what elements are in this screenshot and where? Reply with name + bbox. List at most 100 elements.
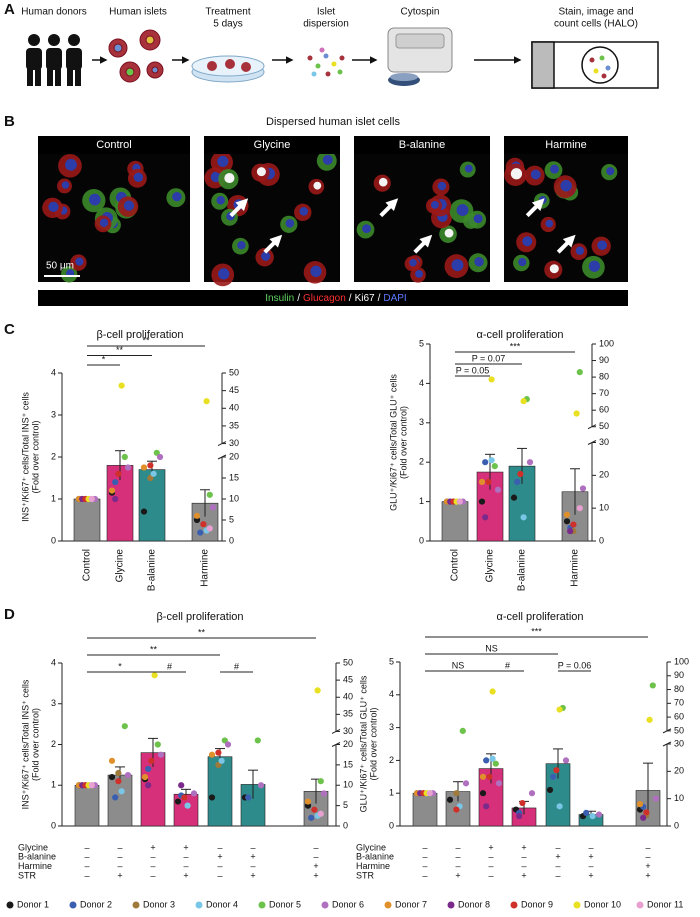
donor-point — [178, 782, 185, 789]
donor-point — [140, 508, 148, 515]
donor-point — [495, 780, 503, 787]
donor-point — [528, 790, 536, 797]
condition-sign: + — [555, 852, 560, 862]
y-tick-label: 4 — [389, 689, 394, 699]
step-label: count cells (HALO) — [554, 19, 638, 30]
bar — [207, 756, 233, 827]
donor-point — [317, 778, 324, 785]
donor-point — [519, 799, 526, 807]
donor-point — [486, 773, 493, 780]
stain-name: Glucagon — [303, 293, 346, 304]
donors-icon — [26, 34, 82, 86]
donor-point — [145, 765, 152, 773]
donor-point — [595, 811, 603, 818]
condition-sign: – — [250, 861, 255, 871]
donor-point — [563, 518, 571, 525]
y-axis-title: (Fold over control) — [368, 707, 378, 780]
donor-point — [491, 463, 498, 470]
donor-point — [140, 464, 148, 471]
condition-sign: – — [588, 842, 593, 852]
legend-swatch — [258, 901, 266, 909]
y2-tick-label: 30 — [343, 726, 353, 736]
y2-tick-label: 40 — [229, 403, 239, 413]
nucleus — [437, 181, 447, 191]
condition-sign: – — [555, 842, 560, 852]
y2-tick-label: 30 — [229, 438, 239, 448]
donor-point — [209, 504, 217, 511]
donor-point — [314, 687, 321, 694]
comparison-label: # — [167, 661, 172, 671]
donor-point — [148, 757, 155, 764]
micrograph-title-bar — [38, 136, 190, 154]
arrow — [525, 198, 545, 218]
donor-point — [426, 790, 433, 797]
y2-tick-label: 60 — [599, 405, 609, 415]
legend-swatch — [321, 901, 329, 909]
nucleus — [530, 169, 541, 180]
condition-sign: + — [645, 870, 650, 880]
nucleus — [575, 246, 585, 255]
donor-point — [224, 741, 232, 748]
x-tick-label: Control — [82, 549, 93, 581]
donor-point — [153, 449, 160, 456]
separator: / — [297, 293, 300, 304]
nucleus — [522, 236, 533, 247]
condition-sign: + — [588, 870, 593, 880]
bar — [412, 792, 438, 827]
nucleus — [474, 257, 484, 267]
y-tick-label: 1 — [389, 788, 394, 798]
legend-swatch — [132, 901, 140, 909]
comparison-label: *** — [531, 626, 542, 636]
stain-legend: Insulin / Glucagon / Ki67/DAPI — [265, 293, 406, 304]
panel-letter: A — [4, 1, 15, 18]
chart-title: α-cell proliferation — [476, 329, 563, 341]
nucleus — [48, 201, 59, 212]
stain-name: Ki67 — [355, 293, 375, 304]
donor-point — [516, 813, 523, 820]
micrographs: Control Glycine B-alanine Harmine 50 μm — [38, 136, 628, 287]
donor-point — [579, 485, 587, 492]
x-tick-label: B-alanine — [147, 549, 158, 592]
y-axis-title: INS⁺/Ki67⁺ cells/Total INS⁺ cells — [20, 392, 30, 522]
condition-sign: – — [84, 861, 89, 871]
donor-point — [208, 794, 216, 801]
condition-sign: – — [645, 852, 650, 862]
donor-point — [108, 487, 116, 494]
nucleus — [285, 219, 295, 228]
donor-point — [317, 810, 324, 817]
donor-point — [488, 376, 495, 383]
donor-point — [514, 478, 521, 485]
nucleus — [545, 219, 554, 228]
comparison-label: ** — [116, 345, 124, 355]
legend-label: Donor 8 — [458, 899, 490, 909]
donor-point — [517, 470, 524, 478]
y-tick-label: 2 — [419, 457, 424, 467]
condition-sign: – — [117, 852, 122, 862]
nucleus — [456, 204, 469, 217]
condition-sign: – — [150, 852, 155, 862]
micrograph-title: Control — [96, 139, 131, 151]
nucleus — [378, 177, 388, 187]
nucleus — [65, 158, 77, 171]
donor-point — [494, 486, 502, 493]
donor-point — [124, 771, 132, 779]
donor-point — [479, 790, 487, 797]
condition-sign: + — [250, 870, 255, 880]
chart-title: α-cell proliferation — [496, 611, 583, 623]
donor-point — [573, 410, 580, 417]
condition-sign: – — [313, 852, 318, 862]
micrograph-title: B-alanine — [399, 139, 445, 151]
condition-sign: – — [555, 870, 560, 880]
y-tick-label: 1 — [419, 496, 424, 506]
donor-point — [546, 786, 554, 794]
y2-tick-label: 30 — [674, 738, 684, 748]
legend-label: Donor 1 — [17, 899, 49, 909]
condition-sign: + — [455, 870, 460, 880]
y2-tick-label: 35 — [343, 709, 353, 719]
condition-sign: – — [313, 842, 318, 852]
condition-sign: – — [150, 861, 155, 871]
donor-point — [254, 737, 261, 744]
nucleus — [172, 191, 182, 202]
y2-tick-label: 0 — [674, 820, 679, 830]
donor-point — [483, 757, 490, 764]
